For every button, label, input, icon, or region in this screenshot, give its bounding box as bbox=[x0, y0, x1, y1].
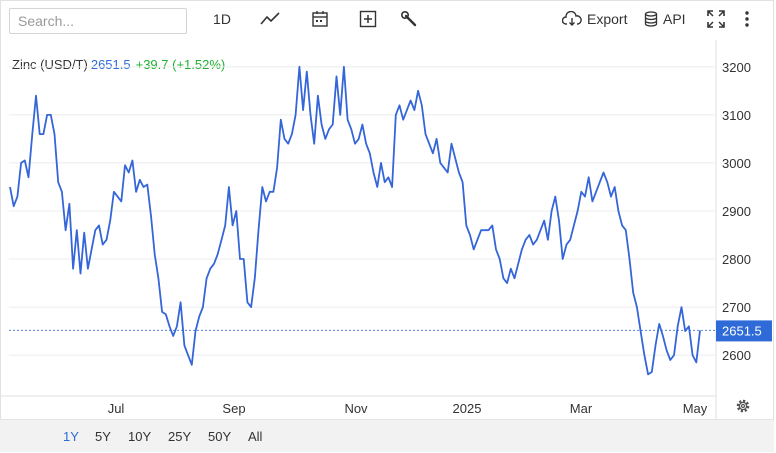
fullscreen-icon bbox=[707, 10, 725, 28]
x-tick-label: Sep bbox=[222, 401, 245, 416]
y-tick-label: 3200 bbox=[722, 60, 751, 75]
export-button[interactable]: Export bbox=[562, 7, 627, 31]
wrench-icon bbox=[400, 10, 417, 27]
calendar-icon bbox=[312, 11, 328, 27]
cloud-download-icon bbox=[562, 11, 582, 26]
fullscreen-button[interactable] bbox=[705, 7, 727, 31]
search-input[interactable] bbox=[9, 8, 187, 34]
more-vertical-icon bbox=[745, 11, 749, 27]
y-tick-label: 3100 bbox=[722, 108, 751, 123]
interval-button[interactable]: 1D bbox=[208, 7, 236, 31]
y-tick-label: 2600 bbox=[722, 348, 751, 363]
chart-settings-button[interactable] bbox=[735, 398, 751, 414]
y-tick-label: 2800 bbox=[722, 252, 751, 267]
compare-button[interactable] bbox=[357, 7, 379, 31]
x-tick-label: Nov bbox=[344, 401, 368, 416]
range-button-10y[interactable]: 10Y bbox=[128, 429, 152, 444]
x-tick-label: Mar bbox=[570, 401, 593, 416]
export-label: Export bbox=[587, 11, 628, 27]
toolbar: 1D Exp bbox=[0, 0, 776, 40]
line-chart-icon bbox=[260, 12, 280, 25]
range-button-5y[interactable]: 5Y bbox=[95, 429, 111, 444]
y-tick-label: 3000 bbox=[722, 156, 751, 171]
gear-icon bbox=[736, 399, 750, 413]
range-button-50y[interactable]: 50Y bbox=[208, 429, 232, 444]
range-selector: 1Y 5Y 10Y 25Y 50Y All bbox=[0, 419, 774, 452]
indicators-button[interactable] bbox=[398, 7, 420, 31]
interval-label: 1D bbox=[213, 11, 231, 27]
database-icon bbox=[644, 11, 658, 27]
y-tick-label: 2900 bbox=[722, 204, 751, 219]
range-button-all[interactable]: All bbox=[248, 429, 263, 444]
legend-change: +39.7 (+1.52%) bbox=[135, 57, 226, 72]
chart-legend: Zinc (USD/T) 2651.5 +39.7 (+1.52%) bbox=[12, 57, 225, 72]
chart-type-button[interactable] bbox=[259, 7, 281, 31]
add-compare-icon bbox=[359, 10, 377, 28]
api-button[interactable]: API bbox=[644, 7, 686, 31]
price-chart[interactable]: 2600 2700 2800 2900 3000 3100 3200 Jul Sep Nov 202… bbox=[0, 0, 776, 420]
instrument-name: Zinc (USD/T) bbox=[12, 57, 88, 72]
last-price-tag bbox=[716, 320, 772, 342]
range-button-1y[interactable]: 1Y bbox=[63, 429, 79, 444]
price-series-line[interactable] bbox=[9, 65, 701, 376]
last-price-tag-label: 2651.5 bbox=[722, 323, 762, 338]
api-label: API bbox=[663, 11, 686, 27]
legend-price: 2651.5 bbox=[90, 57, 131, 72]
y-tick-label: 2700 bbox=[722, 300, 751, 315]
x-tick-label: 2025 bbox=[453, 401, 482, 416]
more-options-button[interactable] bbox=[738, 7, 756, 31]
date-range-button[interactable] bbox=[309, 7, 331, 31]
x-tick-label: Jul bbox=[108, 401, 125, 416]
x-tick-label: May bbox=[683, 401, 708, 416]
range-button-25y[interactable]: 25Y bbox=[168, 429, 192, 444]
